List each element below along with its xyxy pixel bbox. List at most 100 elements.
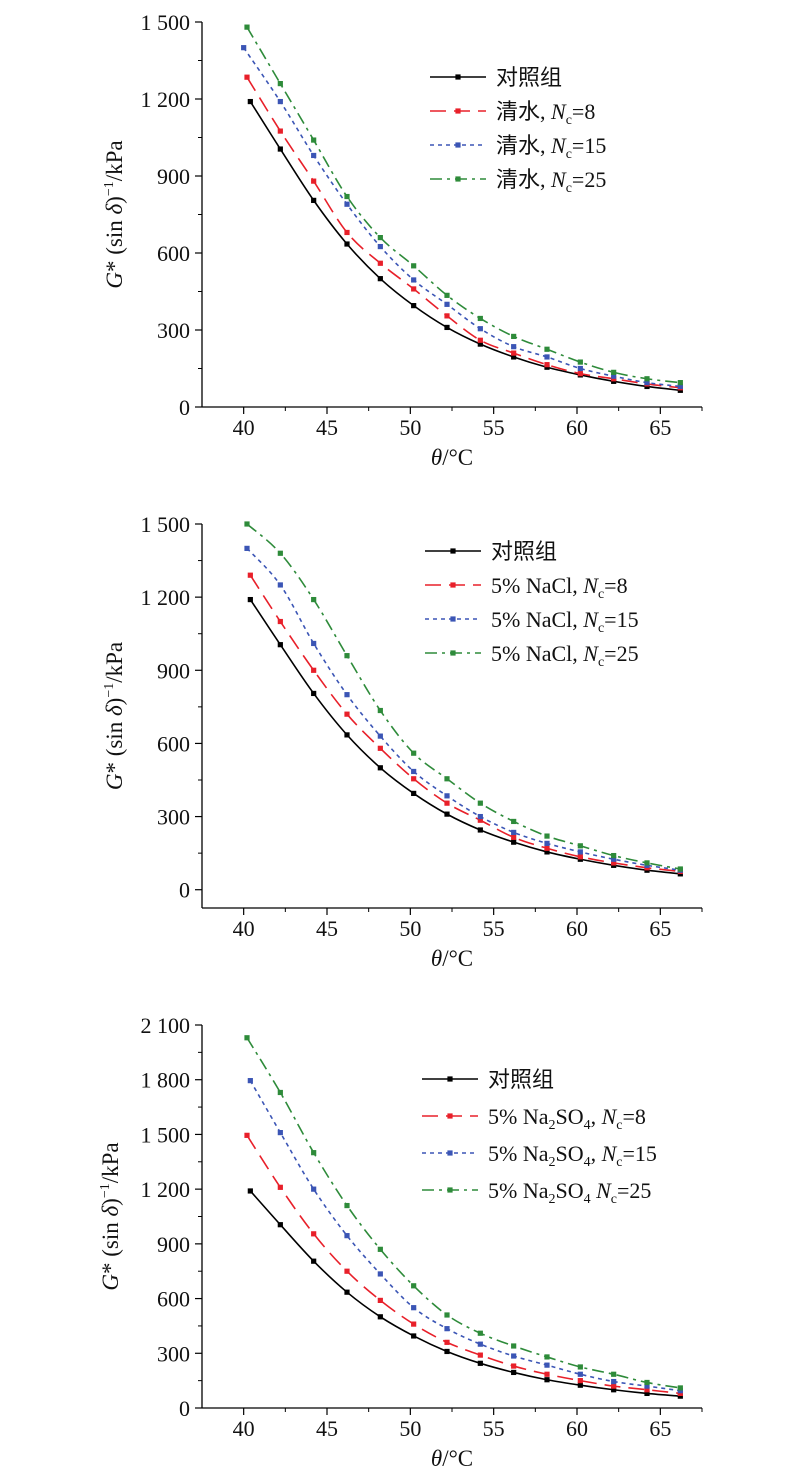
data-point xyxy=(247,1188,253,1194)
chart-panel-na2so4: 40 45 50 55 60 65 0 300 600 900 1 200 1 500 1 800 2 1… xyxy=(98,1013,703,1471)
data-point xyxy=(277,550,283,556)
data-point xyxy=(311,197,317,203)
data-point xyxy=(644,376,650,382)
data-point xyxy=(577,849,583,855)
data-point xyxy=(544,362,550,368)
data-point xyxy=(247,596,253,603)
data-point xyxy=(611,856,617,862)
data-point xyxy=(444,776,450,782)
data-point xyxy=(677,1393,683,1399)
data-point xyxy=(277,642,283,648)
data-point xyxy=(477,1341,483,1347)
y-tick-label: 1 500 xyxy=(141,512,191,537)
data-point xyxy=(411,776,417,782)
data-point xyxy=(511,834,517,840)
legend-label: 对照组 xyxy=(488,1067,554,1092)
legend-entry: 5% NaCl, Nc=15 xyxy=(425,607,639,636)
data-point xyxy=(577,1382,583,1388)
legend-marker xyxy=(455,176,461,182)
data-point xyxy=(511,1353,517,1359)
data-point xyxy=(344,1202,350,1209)
data-point xyxy=(477,1330,483,1336)
legend-label: 对照组 xyxy=(496,65,562,90)
series-3 xyxy=(244,521,683,872)
legend-marker xyxy=(455,142,461,148)
data-point xyxy=(244,1035,250,1041)
data-point xyxy=(377,707,383,714)
data-point xyxy=(444,793,450,799)
data-point xyxy=(377,235,383,241)
data-point xyxy=(477,827,483,833)
data-point xyxy=(411,790,417,797)
legend-label: 5% NaCl, Nc=15 xyxy=(491,607,639,636)
data-point xyxy=(577,1371,583,1377)
data-point xyxy=(344,1233,350,1239)
data-point xyxy=(577,1364,583,1370)
data-point xyxy=(277,618,283,625)
data-point xyxy=(511,333,517,340)
series-line xyxy=(249,599,681,875)
data-point xyxy=(677,383,683,390)
data-point xyxy=(477,817,483,823)
x-tick-label: 50 xyxy=(399,1416,421,1441)
legend-marker xyxy=(450,650,456,656)
y-axis-label: G* (sin δ)−1/kPa xyxy=(98,1142,123,1290)
y-tick-label: 900 xyxy=(157,164,190,189)
series-line xyxy=(249,574,681,873)
legend-label: 对照组 xyxy=(491,539,557,564)
x-tick-label: 40 xyxy=(233,415,255,440)
data-point xyxy=(611,373,617,379)
data-point xyxy=(444,800,450,806)
legend-entry: 5% Na2SO4 Nc=25 xyxy=(422,1178,651,1207)
data-point xyxy=(311,596,317,603)
data-point xyxy=(577,1378,583,1384)
legend-label: 5% Na2SO4, Nc=8 xyxy=(488,1104,646,1133)
y-tick-label: 0 xyxy=(179,395,190,420)
data-point xyxy=(511,818,517,825)
data-point xyxy=(444,1339,450,1345)
data-point xyxy=(511,354,517,360)
data-point xyxy=(511,344,517,350)
y-tick-label: 1 800 xyxy=(141,1068,191,1093)
series-3 xyxy=(244,1035,683,1391)
data-point xyxy=(477,337,483,343)
data-point xyxy=(644,1379,650,1386)
data-point xyxy=(444,292,450,298)
y-tick-label: 300 xyxy=(157,805,190,830)
data-point xyxy=(677,1385,683,1391)
y-axis-label: G* (sin δ)−1/kPa xyxy=(102,140,127,288)
data-point xyxy=(444,301,450,307)
data-point xyxy=(277,582,283,588)
x-axis-label: θ/°C xyxy=(431,946,473,971)
data-point xyxy=(247,572,253,578)
x-tick-label: 60 xyxy=(566,1416,588,1441)
legend-marker xyxy=(455,108,461,114)
x-tick-label: 50 xyxy=(399,916,421,941)
data-point xyxy=(577,843,583,849)
y-tick-label: 300 xyxy=(157,1341,190,1366)
data-point xyxy=(411,286,417,292)
x-tick-label: 65 xyxy=(649,415,671,440)
series-0 xyxy=(247,98,683,393)
data-point xyxy=(311,152,317,159)
data-point xyxy=(311,178,317,184)
y-tick-label: 0 xyxy=(179,1396,190,1421)
data-point xyxy=(444,313,450,319)
series-1 xyxy=(244,74,683,391)
data-point xyxy=(344,1268,350,1274)
x-tick-label: 40 xyxy=(233,916,255,941)
y-tick-label: 1 200 xyxy=(141,585,191,610)
y-tick-label: 0 xyxy=(179,878,190,903)
data-point xyxy=(544,849,550,855)
data-point xyxy=(544,833,550,839)
data-point xyxy=(511,839,517,845)
x-tick-label: 50 xyxy=(399,415,421,440)
data-point xyxy=(411,263,417,269)
data-point xyxy=(344,732,350,738)
data-point xyxy=(311,1150,317,1156)
legend-entry: 对照组 xyxy=(422,1067,554,1092)
data-point xyxy=(544,346,550,352)
data-point xyxy=(344,201,350,207)
y-tick-label: 1 500 xyxy=(141,1122,191,1147)
data-point xyxy=(244,521,250,527)
